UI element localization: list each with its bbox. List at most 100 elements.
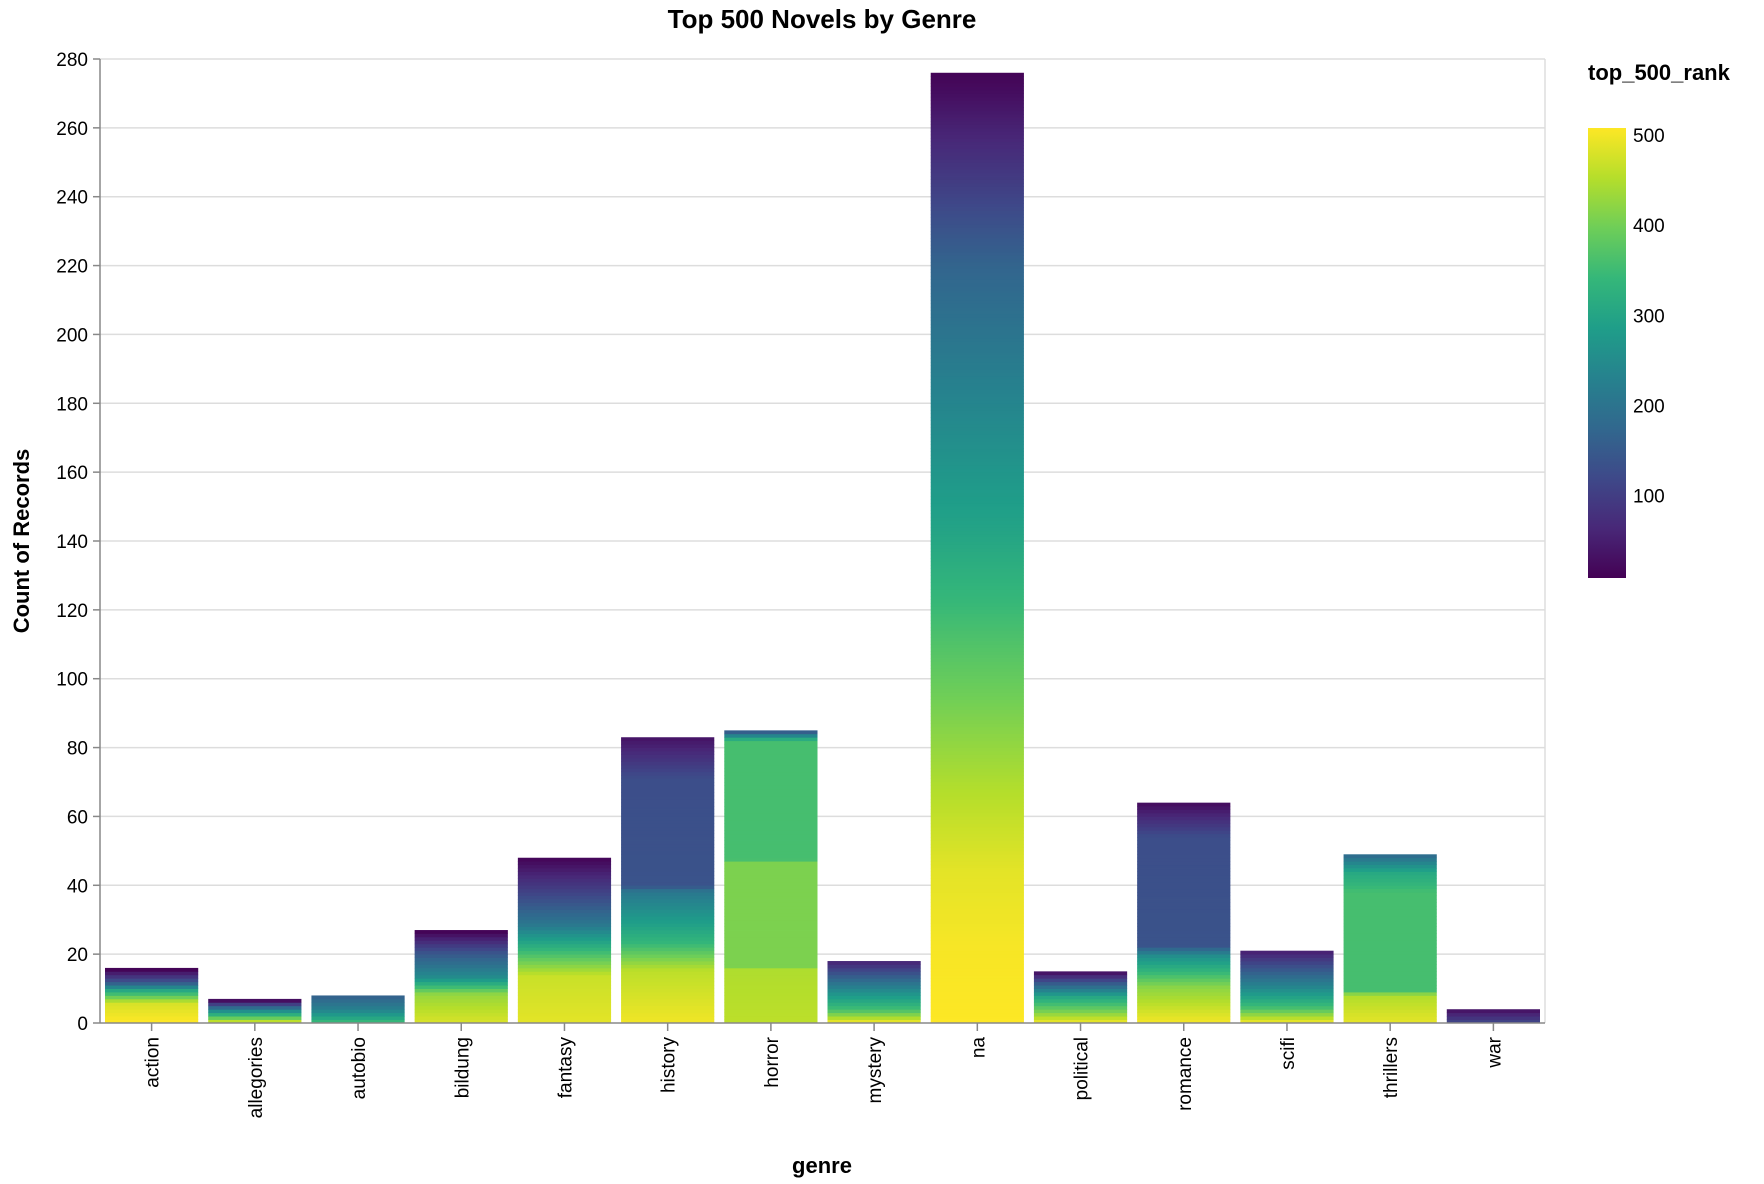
bar-segment [517,905,612,910]
legend-tick-label: 500 [1633,126,1665,147]
bar-segment [724,930,818,934]
bar-segment [827,995,921,1000]
bar-segment [724,954,818,958]
bar-segment [930,162,1024,167]
bar-segment [827,1012,921,1017]
bar-segment [621,795,715,800]
bar-segment [930,589,1024,594]
bar-segment [1343,874,1437,879]
bar-segment [930,124,1024,129]
bar-segment [1137,888,1231,893]
bar-segment [724,957,818,962]
bar-segment [724,868,818,872]
bar-segment [930,905,1024,910]
bar-segment [930,176,1024,180]
legend-tick-label: 100 [1633,487,1665,508]
bar-segment [930,733,1024,738]
bar-segment [930,468,1024,473]
bar-segment [1343,899,1437,903]
bar-segment [724,1002,818,1007]
bar-segment [621,840,715,845]
bar-segment [930,967,1024,972]
bar-segment [930,888,1024,893]
bar-segment [1137,1016,1231,1020]
bar-segment [517,1009,612,1014]
bar-segment [621,806,715,810]
bar-segment [621,857,715,862]
bar-segment [414,1009,508,1014]
bar-segment [414,940,508,945]
bar-segment [930,654,1024,659]
bar-segment [621,740,715,745]
bar-segment [621,816,715,821]
bar-segment [621,947,715,952]
bar-segment [930,361,1024,366]
bar-segment [930,120,1024,125]
bar-segment [1137,1009,1231,1014]
bar-segment [1137,916,1231,921]
y-tick-label: 180 [56,394,88,415]
bar-segment [930,499,1024,504]
bar-segment [930,998,1024,1003]
bar-segment [930,992,1024,996]
bar-segment [517,988,612,993]
bar-segment [930,857,1024,862]
bar-segment [930,613,1024,618]
bar-romance [1137,802,1231,1024]
bar-segment [1343,854,1437,859]
bar-segment [621,981,715,986]
bar-segment [1137,881,1231,886]
bar-segment [517,947,612,952]
bar-segment [621,843,715,848]
bar-segment [930,947,1024,952]
bar-segment [724,840,818,845]
color-legend: top_500_rank 100 200 300 400 500 [1588,60,1731,578]
bar-segment [621,768,715,773]
y-tick-label: 120 [56,601,88,622]
bar-segment [621,812,715,817]
bar-segment [1446,1012,1540,1017]
bar-segment [724,940,818,945]
bar-segment [517,957,612,962]
bar-segment [1137,819,1231,824]
bar-segment [930,413,1024,418]
bar-segment [724,778,818,783]
bar-segment [1446,1016,1540,1020]
bar-segment [208,1009,302,1014]
bar-segment [517,978,612,983]
bar-segment [1137,1005,1231,1010]
bar-segment [1137,933,1231,938]
bar-segment [930,451,1024,456]
bar-segment [1137,919,1231,924]
bar-scifi [1240,950,1334,1024]
bar-segment [621,967,715,972]
bar-segment [930,100,1024,105]
bar-segment [930,771,1024,776]
x-tick-label: horror [762,1036,783,1087]
bar-segment [1343,936,1437,941]
bar-segment [930,606,1024,611]
bar-segment [1137,885,1231,890]
bar-segment [930,368,1024,373]
bar-segment [930,806,1024,810]
bar-segment [930,706,1024,711]
bar-segment [414,950,508,955]
bar-segment [621,747,715,752]
bar-segment [1240,1012,1334,1017]
bar-segment [724,782,818,786]
bar-segment [105,998,199,1003]
bar-segment [1033,1012,1128,1017]
bar-segment [930,740,1024,745]
bar-segment [930,337,1024,342]
bar-segment [930,372,1024,377]
bar-segment [930,272,1024,277]
bar-segment [930,720,1024,724]
bar-segment [930,751,1024,755]
bar-segment [930,110,1024,115]
bar-segment [930,544,1024,549]
bar-segment [930,72,1024,77]
bar-segment [930,585,1024,590]
bar-segment [1446,1019,1540,1024]
bar-segment [930,134,1024,139]
bar-segment [621,874,715,879]
